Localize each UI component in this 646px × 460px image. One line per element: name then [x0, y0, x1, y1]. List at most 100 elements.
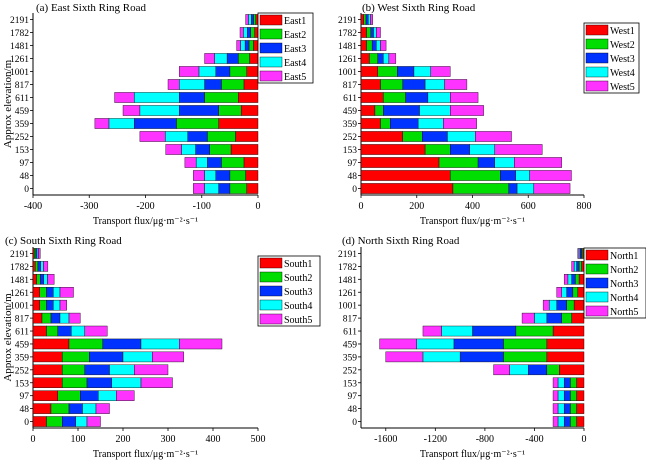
bar-east3-0: [218, 183, 231, 194]
bar-west2-1261: [369, 53, 378, 64]
y-tick-label: 2191: [338, 250, 357, 260]
bar-west5-817: [444, 79, 468, 90]
bar-south4-459: [140, 338, 180, 350]
legend-swatch-west3: [585, 52, 609, 64]
bar-west4-359: [417, 118, 444, 129]
bar-east1-359: [218, 118, 259, 129]
bar-west4-1261: [383, 53, 390, 64]
bar-east4-252: [164, 131, 188, 142]
y-tick-label: 611: [15, 328, 29, 338]
y-tick-label: 611: [343, 94, 357, 104]
bar-south1-359: [32, 351, 63, 363]
bar-north1-48: [576, 403, 585, 414]
y-tick-label: 1261: [338, 289, 357, 299]
bar-west2-252: [402, 131, 423, 142]
bar-east5-459: [122, 105, 141, 116]
y-tick-label: 817: [15, 315, 30, 325]
y-tick-label: 459: [15, 107, 30, 117]
y-tick-label: 1001: [10, 302, 29, 312]
bar-west5-1001: [430, 66, 451, 77]
y-tick-label: 97: [20, 392, 30, 402]
x-axis-label: Transport flux/μg·m⁻²·s⁻¹: [93, 216, 198, 227]
bar-north3-1261: [566, 287, 574, 298]
bar-south3-153: [86, 377, 112, 388]
bar-north3-1782: [576, 261, 580, 272]
bar-south3-2191: [35, 248, 38, 259]
legend-swatch-east5: [259, 70, 283, 82]
bar-east3-1261: [226, 53, 239, 64]
bar-east5-252: [139, 131, 166, 142]
bar-east2-252: [207, 131, 236, 142]
bar-east2-0: [229, 183, 247, 194]
bar-north2-1782: [578, 261, 582, 272]
bar-west3-1001: [397, 66, 415, 77]
bar-east3-48: [215, 170, 231, 181]
bar-east2-1782: [250, 27, 255, 38]
bar-west1-252: [360, 131, 404, 142]
x-tick-label: -800: [476, 434, 494, 445]
bar-east3-459: [179, 105, 219, 116]
bar-east5-1001: [179, 66, 200, 77]
bar-west3-2191: [365, 14, 369, 25]
bar-east4-1261: [214, 53, 228, 64]
bar-north2-0: [570, 416, 577, 427]
bar-south3-1481: [40, 274, 45, 285]
bar-west3-359: [390, 118, 419, 129]
bar-south5-1481: [47, 274, 55, 285]
bar-west2-48: [450, 170, 501, 181]
bar-north5-0: [552, 416, 559, 427]
bar-south4-153: [111, 377, 142, 388]
bar-north5-1001: [542, 299, 550, 311]
legend-swatch-south2: [259, 271, 283, 283]
bar-south5-459: [179, 338, 223, 350]
bar-east1-1782: [254, 27, 259, 38]
bar-north4-1001: [549, 299, 557, 311]
bar-west2-1001: [377, 66, 398, 77]
y-tick-label: 2191: [10, 16, 29, 26]
bar-west2-359: [380, 118, 391, 129]
bar-south5-359: [152, 351, 184, 363]
bar-east2-1261: [238, 53, 250, 64]
x-axis-label: Transport flux/μg·m⁻²·s⁻¹: [420, 449, 525, 460]
bar-west5-1261: [388, 53, 397, 64]
bar-east2-359: [176, 118, 219, 129]
chart-panel-2: (b) West Sixth Ring Road 0 48 97 153 252 359 45…: [338, 2, 640, 227]
bar-west5-2191: [370, 14, 373, 25]
bar-south2-1001: [39, 299, 47, 311]
legend-label: South2: [284, 273, 312, 284]
bar-north4-252: [509, 364, 529, 376]
legend-swatch-east1: [259, 14, 283, 26]
legend: East1 East2 East3 East4 East5: [257, 12, 314, 84]
bar-east5-817: [167, 79, 180, 90]
bar-west3-459: [383, 105, 420, 116]
bar-north2-153: [570, 377, 577, 388]
bar-north4-359: [422, 351, 461, 363]
bar-north5-359: [385, 351, 424, 363]
x-tick-label: -400: [525, 434, 543, 445]
bar-east1-459: [240, 105, 259, 116]
bar-east1-1001: [246, 66, 259, 77]
bar-east5-1261: [204, 53, 215, 64]
bar-east1-153: [230, 144, 259, 155]
legend-label: West2: [610, 40, 635, 51]
bar-south2-611: [46, 325, 58, 337]
bar-south1-1261: [32, 287, 40, 298]
bar-west4-1481: [376, 40, 381, 51]
bar-west4-817: [424, 79, 445, 90]
bar-west4-0: [516, 183, 535, 194]
bar-west2-817: [380, 79, 404, 90]
bar-south4-48: [82, 403, 97, 414]
legend-label: West5: [610, 82, 635, 93]
panel-title: (d) North Sixth Ring Road: [342, 235, 460, 247]
bar-east2-97: [221, 157, 245, 168]
bar-west3-252: [422, 131, 448, 142]
bar-east4-2191: [248, 14, 252, 25]
legend-label: East4: [284, 58, 306, 69]
y-tick-label: 0: [352, 185, 357, 195]
bar-east2-817: [221, 79, 245, 90]
legend-swatch-south5: [259, 313, 283, 325]
y-tick-label: 153: [15, 379, 30, 389]
bar-west1-459: [360, 105, 376, 116]
bar-north1-153: [576, 377, 585, 388]
bar-east4-48: [204, 170, 217, 181]
